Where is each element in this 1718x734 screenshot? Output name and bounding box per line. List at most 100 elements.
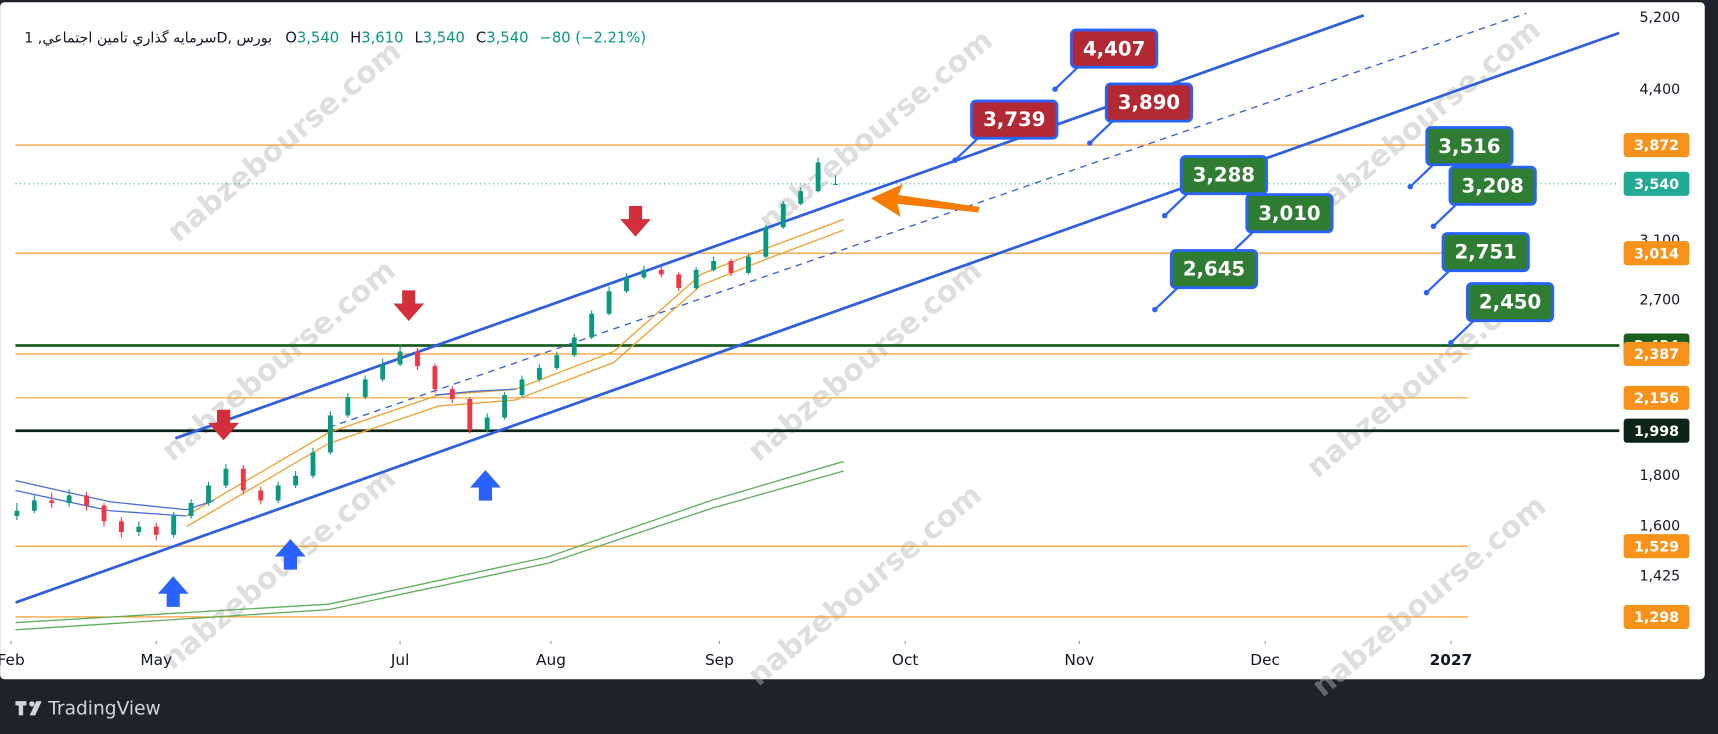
price-badge <box>1623 604 1690 629</box>
callout-label: 2,450 <box>1479 291 1541 314</box>
callout-tip <box>1430 223 1437 230</box>
callout-box <box>1104 82 1194 123</box>
drawings <box>15 12 1620 631</box>
candle-body <box>798 191 804 204</box>
trend-line <box>15 489 187 517</box>
trend-line <box>15 470 844 631</box>
callout-box <box>1448 165 1537 206</box>
levels <box>15 144 1620 618</box>
symbol-title: سرمایه گذاري تامین اجتماعي, 1D, بورس <box>24 29 272 46</box>
candle-body <box>206 485 211 504</box>
candles <box>14 157 838 541</box>
trend-line <box>186 229 844 528</box>
x-tick-label: Oct <box>892 651 919 669</box>
candle-body <box>676 274 682 289</box>
candle-body <box>693 269 699 289</box>
trend-line <box>328 12 1527 429</box>
candle-body <box>14 510 20 516</box>
candle-body <box>171 515 177 535</box>
logo-mark <box>29 701 42 716</box>
candle-body <box>345 397 351 416</box>
callout-box <box>970 99 1059 140</box>
y-tick-label: 5,200 <box>1639 10 1680 26</box>
callout-tip <box>1407 183 1414 190</box>
y-tick-label: 1,800 <box>1639 468 1680 484</box>
callout-label: 3,288 <box>1193 164 1255 187</box>
candle-body <box>275 485 281 501</box>
ohlc-value: 3,540 <box>297 29 339 46</box>
candle-body <box>136 526 142 533</box>
y-tick-label: 1,425 <box>1639 569 1680 585</box>
change: −80 (−2.21%) <box>539 29 646 46</box>
ohlc-label: O <box>285 29 297 46</box>
callout-label: 3,010 <box>1258 202 1320 225</box>
price-badge-label: 1,998 <box>1634 424 1679 440</box>
x-tick-label: May <box>140 651 172 669</box>
price-badge <box>1623 341 1690 366</box>
price-badge-label: 1,529 <box>1634 539 1679 555</box>
down-arrow <box>208 409 239 441</box>
candle-body <box>240 468 246 491</box>
candle-body <box>66 495 72 504</box>
chart-panel <box>0 2 1705 680</box>
candle-body <box>415 351 420 367</box>
ohlc-value: 3,540 <box>423 29 465 46</box>
callout-box <box>1425 126 1514 167</box>
callout-box <box>1169 249 1259 290</box>
callout-label: 3,739 <box>983 108 1045 131</box>
up-arrow <box>157 576 189 607</box>
candle-body <box>258 490 264 501</box>
trend-line <box>15 31 1620 604</box>
callout-label: 2,751 <box>1455 241 1517 264</box>
x-tick-label: Feb <box>0 651 25 669</box>
brand-logo: TradingView <box>15 698 161 719</box>
candle-body <box>780 203 786 228</box>
candle-body <box>537 368 542 380</box>
candle-body <box>118 521 124 533</box>
x-tick-label: Jul <box>390 651 410 669</box>
trend-line <box>186 218 844 517</box>
candle-body <box>432 366 438 390</box>
price-badge-label: 3,872 <box>1634 138 1679 154</box>
x-tick-label: Sep <box>705 651 734 669</box>
candle-body <box>467 399 473 431</box>
price-badge <box>1623 534 1690 559</box>
candle-body <box>84 495 89 506</box>
candle-body <box>763 227 769 257</box>
candle-body <box>484 417 490 431</box>
logo-mark <box>29 701 35 707</box>
callout-tip <box>1448 339 1454 346</box>
price-badge-label: 2,156 <box>1634 391 1679 407</box>
y-tick-label: 2,700 <box>1639 293 1680 309</box>
candle-body <box>293 475 298 486</box>
ohlc-label: L <box>414 29 423 46</box>
candle-body <box>711 261 717 270</box>
trend-line <box>15 460 844 624</box>
ohlc-label: H <box>350 29 361 46</box>
callout-label: 3,208 <box>1462 174 1524 197</box>
candle-body <box>153 526 159 535</box>
x-tick-label: Dec <box>1250 651 1280 669</box>
y-tick-label: 1,600 <box>1639 519 1680 535</box>
price-badge <box>1623 241 1690 266</box>
price-badge-label: 3,540 <box>1634 177 1679 193</box>
candle-body <box>502 395 507 418</box>
candle-body <box>397 351 403 365</box>
x-tick-label: Aug <box>536 651 566 669</box>
brand-name: TradingView <box>47 698 160 719</box>
candle-body <box>519 379 525 396</box>
candle-body <box>658 269 664 275</box>
callout-box <box>1441 232 1530 273</box>
callout-tip <box>1152 306 1158 313</box>
ohlc-label: C <box>476 29 486 46</box>
callout-box <box>1070 28 1159 69</box>
up-arrow <box>470 469 501 501</box>
ohlc-value: 3,540 <box>486 29 528 46</box>
callout-label: 3,516 <box>1438 135 1500 158</box>
legend: سرمایه گذاري تامین اجتماعي, 1D, بورس O3,5… <box>24 29 646 46</box>
callout-label: 3,890 <box>1118 91 1180 114</box>
callout-tip <box>1052 86 1058 92</box>
